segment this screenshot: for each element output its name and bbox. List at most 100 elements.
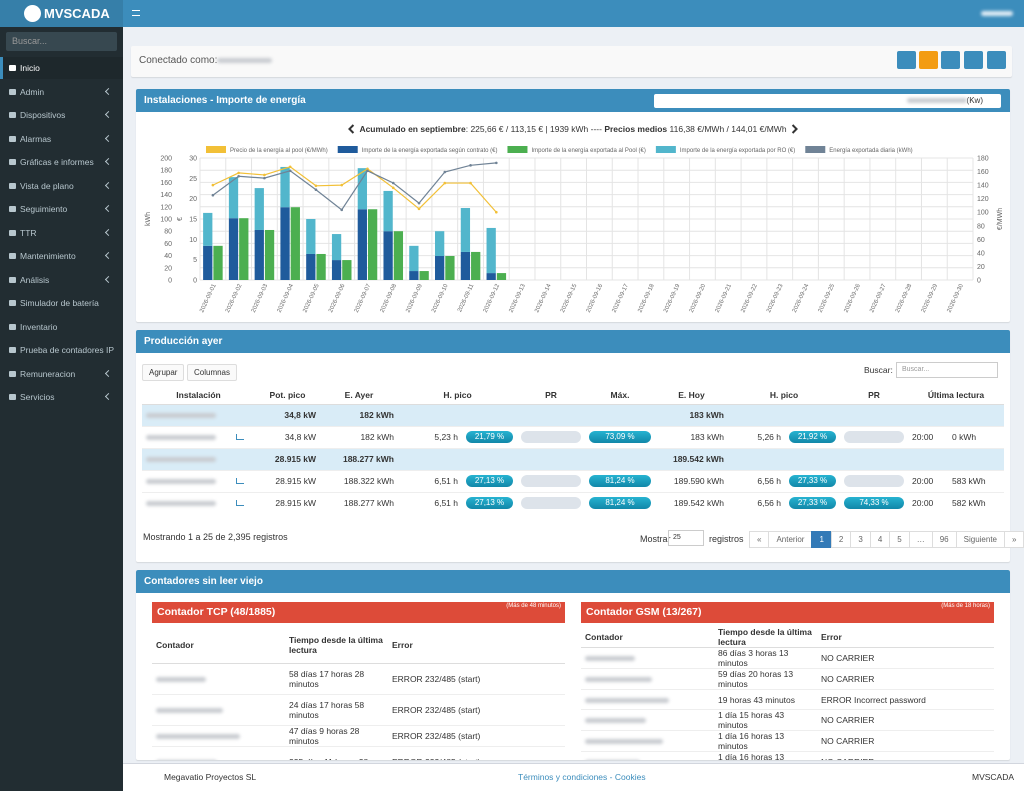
submenu-arrow [104, 87, 113, 95]
chart-icon[interactable] [236, 478, 244, 484]
data-row: 34,8 kW 182 kWh 5,23 h 21,79 % 73,09 % 183 kW… [142, 425, 1004, 448]
search-input[interactable]: Buscar... [896, 362, 998, 378]
column-header[interactable]: H. pico [728, 387, 840, 405]
chart-icon[interactable] [236, 434, 244, 440]
bar [393, 231, 404, 280]
terms-link[interactable]: Términos y condiciones [518, 772, 608, 782]
page-link[interactable]: 96 [931, 531, 957, 548]
bar [471, 251, 481, 280]
columns-button[interactable]: Columnas [186, 364, 237, 381]
column-header[interactable]: PR [517, 387, 585, 405]
menu-item[interactable]: Admin [0, 81, 123, 103]
page-link[interactable]: 5 [889, 531, 910, 548]
page-link[interactable]: 2 [830, 531, 852, 548]
next-arrow[interactable] [791, 124, 798, 134]
menu-item[interactable]: Servicios [0, 386, 123, 408]
page-link[interactable]: Anterior [768, 531, 813, 548]
column-header[interactable]: E. Ayer [320, 387, 398, 405]
menu-item[interactable]: Seguimiento [0, 198, 123, 220]
menu-icon [9, 300, 16, 306]
lock-button[interactable] [987, 51, 1006, 69]
page-size[interactable]: 25 [668, 530, 704, 546]
menu-item[interactable]: Inicio [0, 57, 123, 79]
tool-button[interactable] [897, 51, 916, 69]
add-button[interactable] [941, 51, 960, 69]
bar [419, 271, 429, 280]
cell [581, 709, 714, 731]
cell [398, 403, 462, 426]
menu-item[interactable]: Remuneracion [0, 363, 123, 385]
page-link[interactable]: Siguiente [955, 531, 1005, 548]
cell: 182 kWh [320, 425, 398, 448]
cookies-link[interactable]: Cookies [614, 772, 646, 782]
page-link[interactable]: » [1004, 531, 1024, 548]
menu-item[interactable]: Simulador de batería [0, 292, 123, 314]
cell [948, 447, 1004, 470]
menu-icon [9, 276, 16, 283]
progress-bar: 27,13 % [466, 475, 513, 487]
column-header[interactable]: E. Hoy [655, 387, 728, 405]
bar [460, 208, 471, 252]
menu-item[interactable]: Alarmas [0, 128, 123, 150]
cell: 28.915 kW [255, 491, 320, 514]
page-link[interactable]: 1 [811, 531, 832, 548]
group-button[interactable]: Agrupar [142, 364, 185, 381]
menu-item[interactable]: Análisis [0, 269, 123, 291]
x-tick-label: 2026-09-16 [586, 283, 605, 314]
cell [840, 447, 908, 470]
page-link[interactable]: « [749, 531, 770, 548]
cell [142, 469, 232, 492]
meter-table: Contador Tiempo desde la última lectura Er… [581, 627, 994, 760]
table-note: (Más de 18 horas) [941, 603, 990, 609]
menu-item[interactable]: Mantenimiento [0, 245, 123, 267]
column-header[interactable]: Error [388, 627, 565, 664]
cell [517, 403, 585, 426]
page-link[interactable]: 4 [869, 531, 891, 548]
header-part: Acumulado en septiembre [359, 124, 466, 134]
menu-toggle[interactable] [132, 10, 140, 16]
menu-item[interactable]: Inventario [0, 316, 123, 338]
menu-item[interactable]: TTR [0, 222, 123, 244]
menu-label: Gráficas e informes [20, 157, 94, 167]
prev-arrow[interactable] [348, 124, 355, 134]
chart-icon[interactable] [236, 500, 244, 507]
x-tick-label: 2026-09-11 [457, 283, 476, 314]
bar [280, 166, 290, 208]
column-header[interactable]: Última lectura [908, 387, 1004, 405]
column-header[interactable]: Instalación [142, 387, 255, 405]
y-axis-label: kWh [145, 212, 152, 226]
user[interactable] [981, 11, 1013, 16]
bar [486, 227, 496, 274]
warning-button[interactable] [919, 51, 938, 69]
cell: 583 kWh [948, 469, 1004, 492]
x-tick-label: 2026-09-26 [843, 283, 862, 314]
column-header[interactable]: Pot. pico [255, 387, 320, 405]
column-header[interactable]: PR [840, 387, 908, 405]
column-header[interactable]: Contador [152, 627, 285, 664]
column-header[interactable]: Contador [581, 627, 714, 648]
name-blur [585, 739, 663, 744]
bar [435, 256, 445, 280]
column-header[interactable]: Tiempo desde la última lectura [285, 627, 388, 664]
submenu-arrow [104, 157, 113, 166]
gsm-box: Contador GSM (13/267) (Más de 18 horas) Co… [581, 602, 994, 760]
cell: 188.277 kWh [320, 447, 398, 470]
column-header[interactable]: Error [817, 627, 994, 648]
x-tick-label: 2026-09-07 [354, 283, 373, 314]
data-row: 47 días 9 horas 28 minutos ERROR 232/485 … [152, 724, 565, 746]
sidebar-search[interactable]: Buscar... [6, 32, 117, 51]
column-header[interactable]: Máx. [585, 387, 655, 405]
menu-item[interactable]: Vista de plano [0, 175, 123, 197]
installation-select[interactable]: (Kw) [654, 94, 1001, 108]
y2-tick-label: 30 [189, 156, 197, 163]
brand[interactable]: MVSCADA [0, 0, 123, 27]
delete-button[interactable] [964, 51, 983, 69]
column-header[interactable]: Tiempo desde la última lectura [714, 627, 817, 648]
page-link[interactable]: 3 [850, 531, 871, 548]
menu-item[interactable]: Prueba de contadores IP [0, 339, 123, 361]
column-header[interactable]: H. pico [398, 387, 517, 405]
menu-item[interactable]: Gráficas e informes [0, 151, 123, 173]
x-tick-label: 2026-09-15 [560, 283, 579, 314]
menu-item[interactable]: Dispositivos [0, 104, 123, 126]
page-link[interactable]: … [908, 531, 933, 548]
